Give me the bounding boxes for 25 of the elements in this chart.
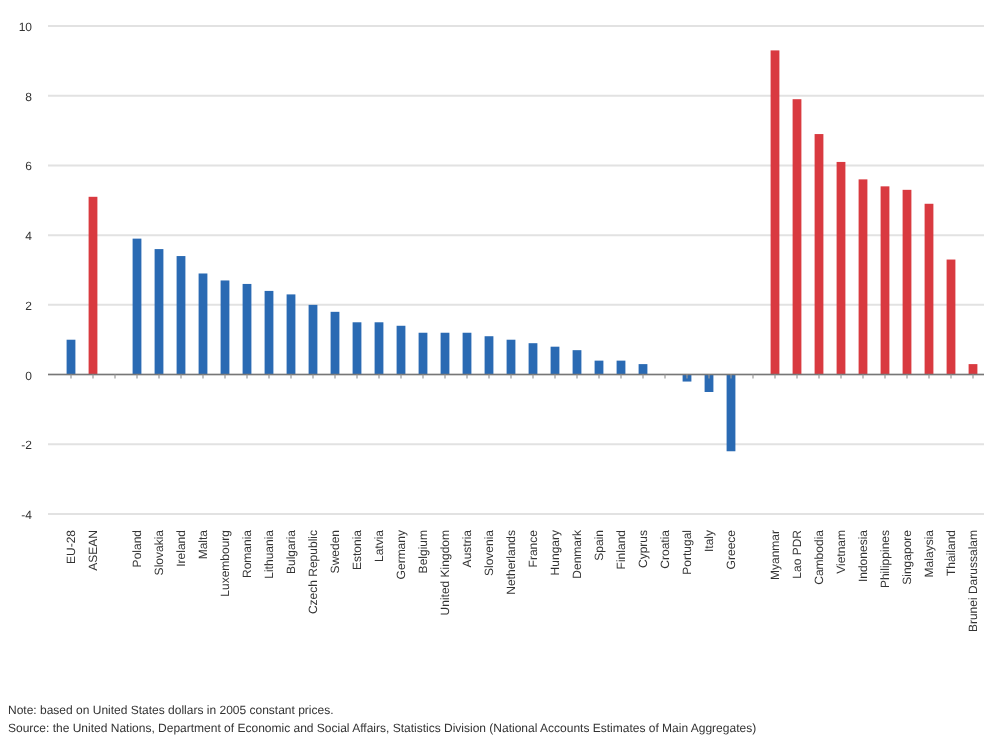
- bar: [946, 259, 956, 375]
- bar: [814, 134, 824, 375]
- bar: [176, 256, 186, 375]
- bar: [132, 238, 142, 375]
- bar: [902, 189, 912, 375]
- bar: [858, 179, 868, 375]
- bar: [286, 294, 296, 375]
- bar: [308, 304, 318, 375]
- bar: [770, 50, 780, 375]
- bar: [836, 161, 846, 375]
- bar: [154, 249, 164, 375]
- bar: [352, 322, 362, 375]
- bar: [792, 99, 802, 375]
- bar: [396, 325, 406, 375]
- bar: [924, 203, 934, 375]
- bar: [880, 186, 890, 375]
- bar: [198, 273, 208, 375]
- bar: [374, 322, 384, 375]
- bar: [528, 343, 538, 375]
- bar: [88, 196, 98, 375]
- bar: [330, 311, 340, 375]
- bar: [242, 283, 252, 375]
- bar: [264, 290, 274, 375]
- bar: [220, 280, 230, 375]
- bar: [484, 336, 494, 375]
